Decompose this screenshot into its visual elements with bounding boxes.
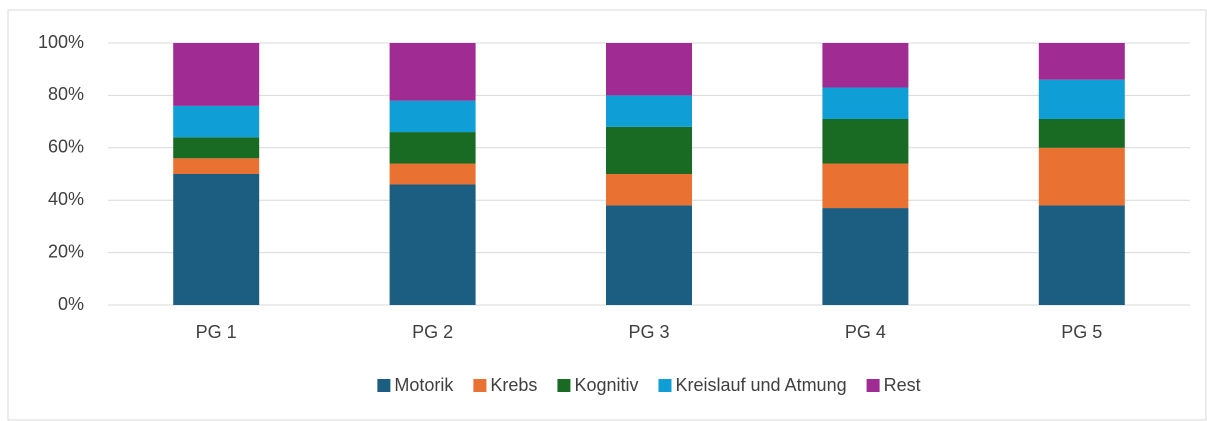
bar-segment [822, 208, 909, 305]
legend-swatch [658, 379, 672, 392]
legend-label: Rest [884, 375, 921, 395]
y-tick-label: 60% [48, 137, 84, 157]
y-tick-label: 0% [58, 294, 84, 314]
bar-segment [1038, 147, 1125, 206]
bar-segment [173, 158, 260, 174]
bar-segment [1038, 43, 1125, 80]
bar-segment [822, 87, 909, 119]
bar-segment [606, 43, 692, 96]
bar-segment [606, 126, 692, 174]
bar-segment [822, 163, 909, 209]
bar-segment [173, 105, 260, 138]
bar-segment [389, 132, 476, 164]
bar-segment [606, 95, 692, 127]
legend-label: Krebs [490, 375, 537, 395]
bar-segment [606, 205, 692, 305]
y-tick-label: 20% [48, 241, 84, 261]
y-tick-label: 100% [38, 32, 84, 52]
bar-segment [173, 43, 260, 106]
bar-segment [389, 184, 476, 305]
legend-label: Motorik [394, 375, 454, 395]
x-tick-label: PG 3 [628, 322, 669, 342]
bar-segment [173, 137, 260, 159]
x-tick-label: PG 1 [196, 322, 237, 342]
bar-segment [1038, 205, 1125, 305]
y-tick-label: 40% [48, 189, 84, 209]
bar-segment [1038, 79, 1125, 119]
x-tick-label: PG 5 [1061, 322, 1102, 342]
bar-segment [822, 118, 909, 164]
legend-swatch [557, 379, 571, 392]
legend-label: Kreislauf und Atmung [675, 375, 846, 395]
x-tick-label: PG 2 [412, 322, 453, 342]
legend-swatch [377, 379, 391, 392]
legend-swatch [866, 379, 880, 392]
legend-label: Kognitiv [574, 375, 638, 395]
bar-segment [389, 43, 476, 101]
y-tick-label: 80% [48, 84, 84, 104]
bar-segment [606, 174, 692, 206]
bar-segment [822, 43, 909, 88]
bar-segment [1038, 118, 1125, 148]
x-tick-label: PG 4 [845, 322, 886, 342]
bar-segment [173, 174, 260, 305]
legend-swatch [473, 379, 487, 392]
bar-segment [389, 163, 476, 185]
bar-segment [389, 100, 476, 133]
